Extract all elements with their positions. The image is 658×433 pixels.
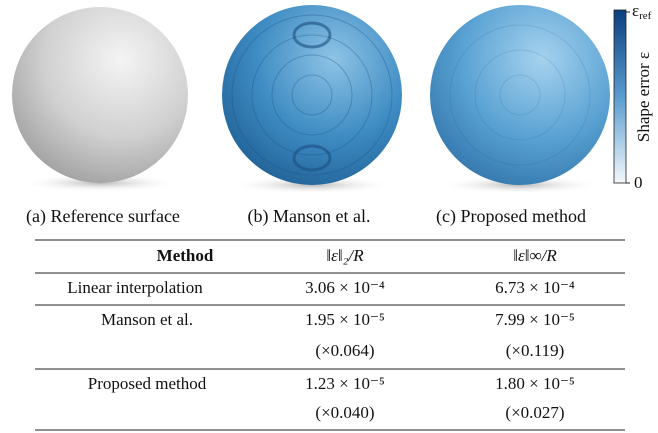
table-cell: 6.73 × 10⁻⁴ [495, 278, 575, 297]
table-header: Method [157, 246, 214, 265]
table-header: ‖ε‖₂/R [326, 246, 364, 265]
ratio-cell: (×0.064) [315, 341, 374, 360]
colorbar-max: εref [632, 1, 652, 22]
method-name: Proposed method [88, 374, 207, 393]
ratio-cell: (×0.040) [315, 403, 374, 422]
sphere-images [12, 5, 610, 194]
caption: (c) Proposed method [436, 206, 586, 227]
caption: (a) Reference surface [26, 206, 180, 227]
results-table: Method ‖ε‖₂/R ‖ε‖∞/R Linear interpolatio… [35, 240, 625, 430]
table-cell: 7.99 × 10⁻⁵ [495, 310, 575, 329]
ratio-cell: (×0.119) [506, 341, 565, 360]
table-cell: 1.23 × 10⁻⁵ [305, 374, 385, 393]
table-cell: 1.95 × 10⁻⁵ [305, 310, 385, 329]
figure: εref 0 Shape error ε (a) Reference surfa… [0, 0, 658, 433]
colorbar: εref 0 Shape error ε [614, 1, 653, 192]
table-header: ‖ε‖∞/R [513, 246, 557, 265]
colorbar-min: 0 [634, 173, 643, 192]
reference-sphere [12, 7, 188, 183]
table-cell: 1.80 × 10⁻⁵ [495, 374, 575, 393]
table-cell: 3.06 × 10⁻⁴ [305, 278, 385, 297]
manson-sphere [222, 5, 402, 185]
method-name: Linear interpolation [67, 278, 203, 297]
caption: (b) Manson et al. [248, 206, 371, 227]
proposed-sphere [430, 5, 610, 185]
ratio-cell: (×0.027) [505, 403, 564, 422]
method-name: Manson et al. [101, 310, 193, 329]
colorbar-label: Shape error ε [634, 52, 653, 142]
